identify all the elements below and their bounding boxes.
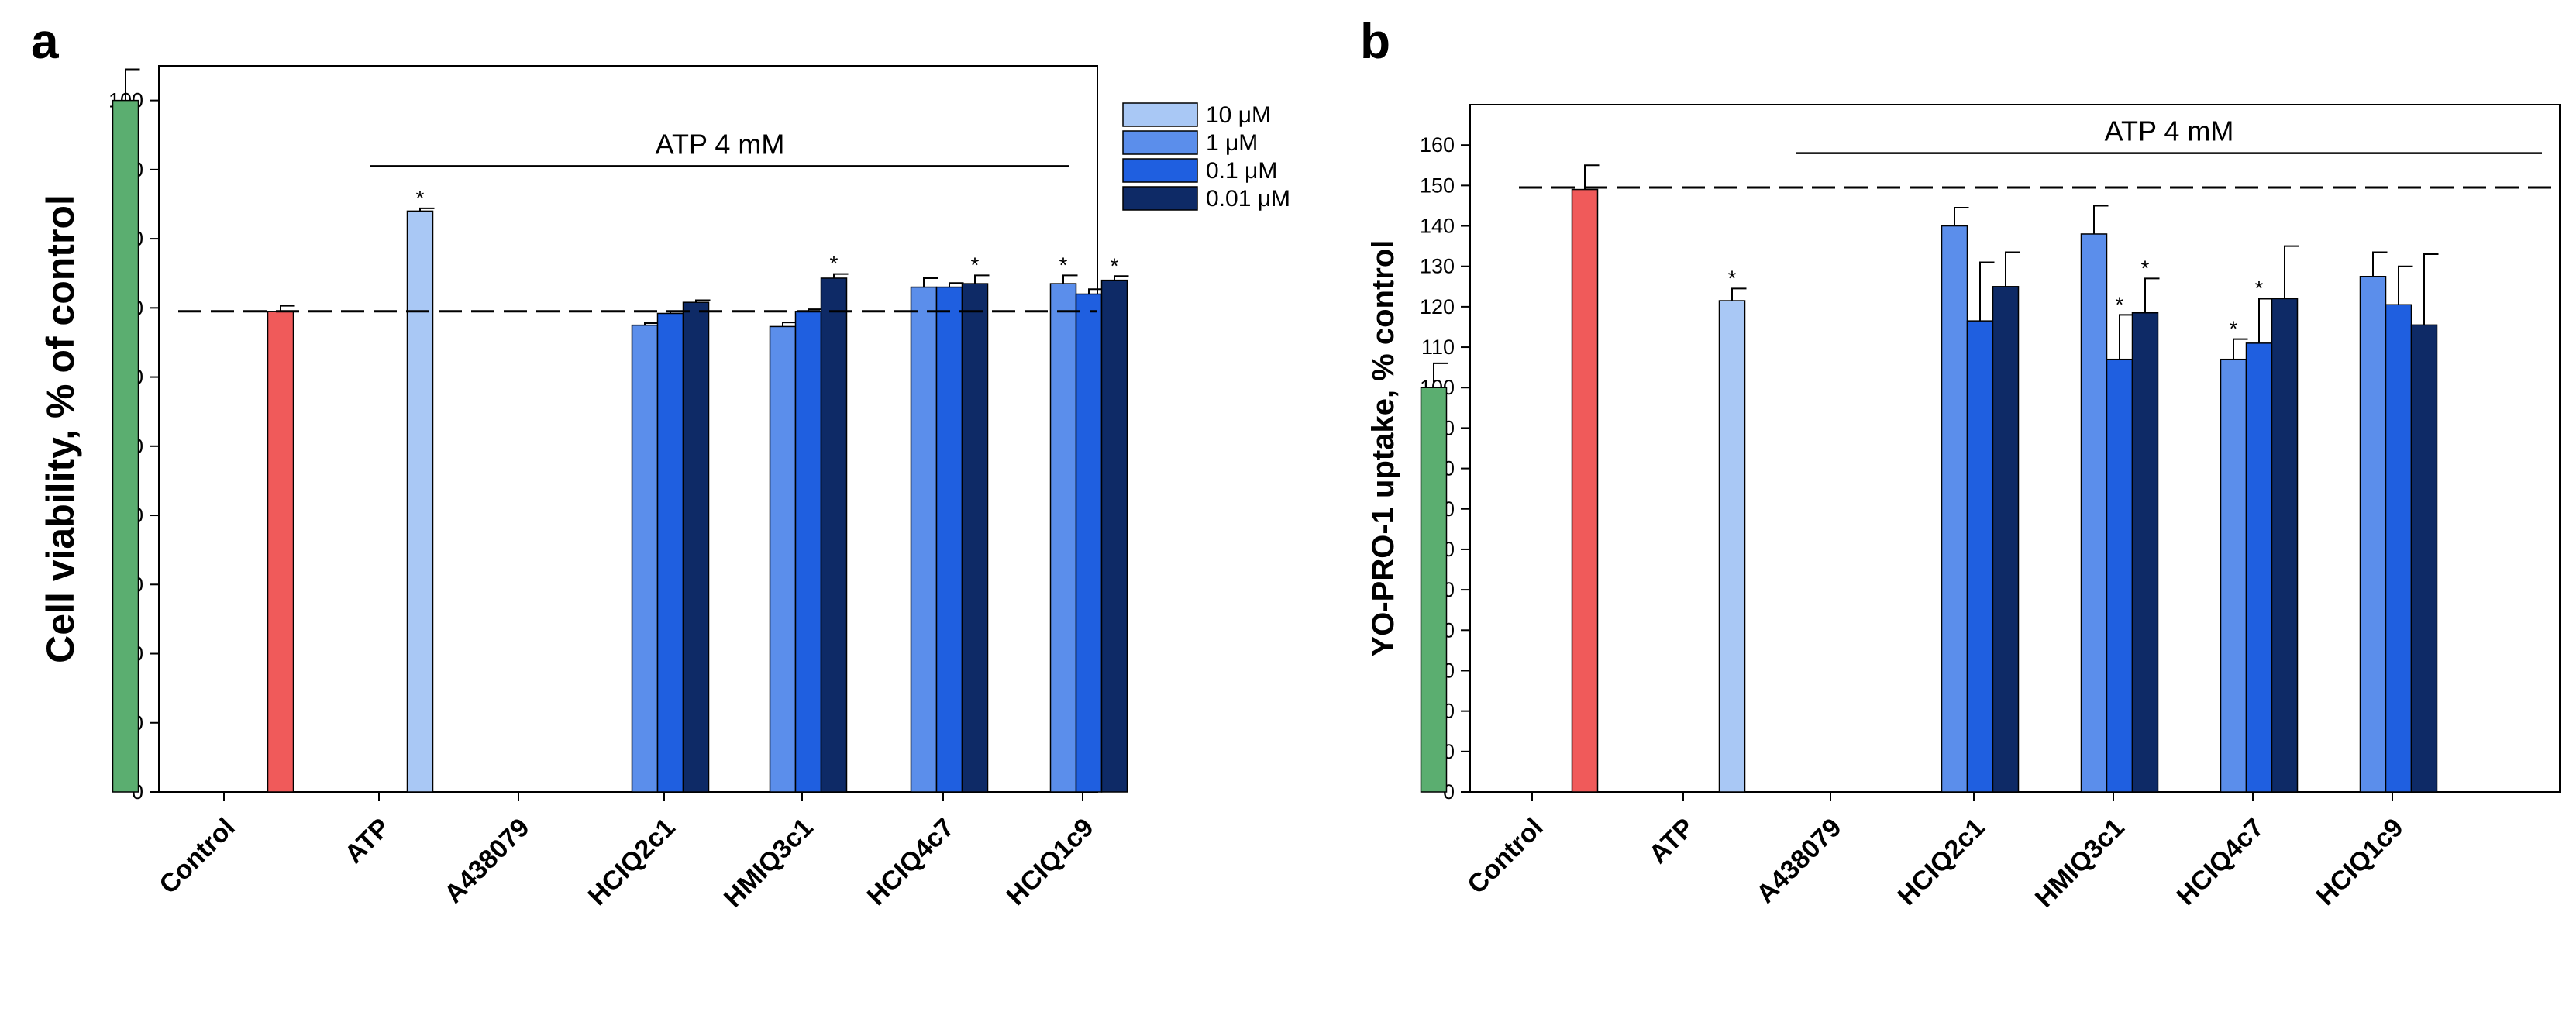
bar [1941,225,1968,793]
bar [1966,320,1994,793]
significance-star: * [1728,266,1737,290]
panel-letter: a [31,13,59,69]
bar [2245,342,2273,793]
bar [656,312,684,793]
legend-label: 0.1 μM [1206,158,1277,184]
bar [2385,304,2412,793]
annotation-label: ATP 4 mM [656,128,785,160]
bar [910,286,938,793]
legend-label: 0.01 μM [1206,186,1290,212]
legend-swatch [1122,130,1198,155]
bar [2220,358,2247,793]
bar [1049,283,1077,793]
y-tick-label: 140 [1420,215,1455,238]
legend-swatch [1122,102,1198,127]
y-tick-label: 150 [1420,174,1455,197]
category-label: Control [153,813,240,900]
significance-star: * [1111,253,1119,277]
category-label: A438079 [1751,813,1847,909]
bar [406,210,434,793]
significance-star: * [2255,276,2264,300]
bar [2106,358,2133,793]
bar [961,283,989,793]
significance-star: * [2116,292,2124,316]
bar [112,99,139,793]
y-axis-label: Cell viability, % of control [39,194,82,663]
y-axis-label: YO-PRO-1 uptake, % control [1366,240,1400,657]
bar [2410,324,2438,793]
legend-label: 10 μM [1206,102,1271,128]
bar [682,301,710,793]
bar [267,311,294,793]
category-label: A438079 [439,813,535,909]
significance-star: * [416,186,425,210]
bar [2359,276,2387,793]
annotation-label: ATP 4 mM [2105,115,2234,147]
significance-star: * [2230,317,2238,341]
category-label: HCIQ1c9 [2311,813,2409,911]
legend-swatch [1122,158,1198,183]
bar [769,325,797,793]
bar [1075,293,1103,793]
legend: 10 μM1 μM0.1 μM0.01 μM [1122,102,1290,212]
category-label: ATP [1643,813,1700,869]
y-tick-label: 120 [1420,295,1455,318]
panel-letter: b [1360,13,1390,69]
bar [794,311,822,793]
legend-label: 1 μM [1206,130,1258,156]
panel-b-chart: bYO-PRO-1 uptake, % control0102030405060… [1360,13,2561,914]
bar [1420,387,1448,793]
bar [1100,279,1128,793]
y-tick-label: 130 [1420,255,1455,278]
bar [1992,286,2020,793]
category-label: HCIQ1c9 [1001,813,1100,911]
category-label: HCIQ4c7 [862,813,960,911]
bar [2271,298,2299,793]
category-label: HCIQ2c1 [583,813,681,911]
category-label: HMIQ3c1 [718,813,819,914]
category-label: ATP [339,813,395,869]
bar [820,277,848,793]
bar [631,324,659,793]
bar [2131,312,2159,793]
category-label: HCIQ4c7 [2171,813,2270,911]
category-label: HCIQ2c1 [1892,813,1991,911]
bar [1718,300,1746,793]
legend-swatch [1122,186,1198,211]
bar [2080,233,2108,793]
significance-star: * [830,252,839,276]
category-label: HMIQ3c1 [2030,813,2130,914]
y-tick-label: 160 [1420,133,1455,157]
bar [935,286,963,793]
y-tick-label: 110 [1421,336,1455,359]
bar [1571,188,1599,793]
category-label: Control [1462,813,1548,900]
significance-star: * [2141,256,2150,280]
significance-star: * [1059,253,1068,277]
significance-star: * [971,253,980,277]
